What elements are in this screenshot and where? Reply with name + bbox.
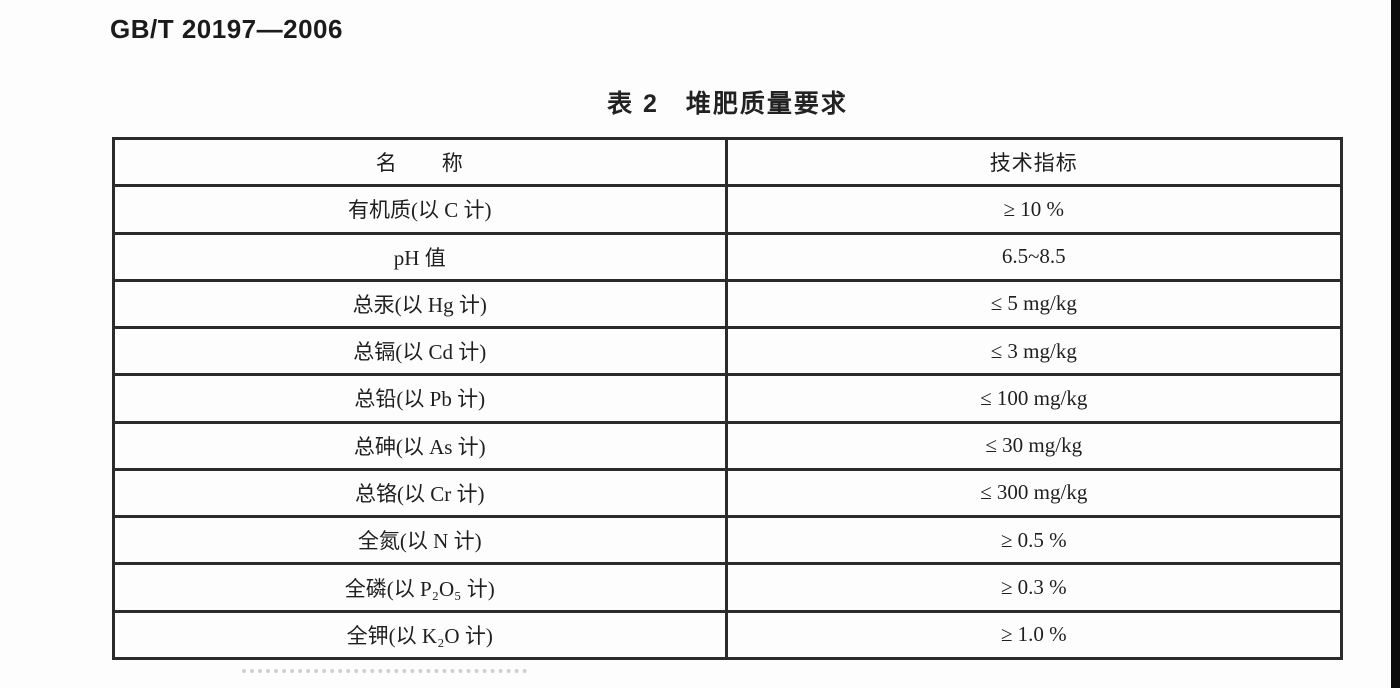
row-name-cell: 总铬(以 Cr 计) bbox=[115, 470, 728, 516]
table-row: 全磷(以 P₂O₅ 计) ≥ 0.3 % bbox=[115, 562, 1340, 610]
row-value-cell: ≥ 1.0 % bbox=[1000, 622, 1067, 647]
row-name-cell: 总汞(以 Hg 计) bbox=[115, 281, 728, 327]
row-value-cell: ≥ 0.3 % bbox=[1000, 575, 1067, 600]
column-header-indicator: 技术指标 bbox=[989, 151, 1078, 176]
table-row: 全氮(以 N 计) ≥ 0.5 % bbox=[115, 515, 1340, 563]
row-value-cell: ≥ 0.5 % bbox=[1000, 527, 1067, 552]
row-value-cell: ≤ 3 mg/kg bbox=[990, 338, 1077, 363]
table-header-row: 名 称 技术指标 bbox=[115, 140, 1340, 185]
table-row: 全钾(以 K₂O 计) ≥ 1.0 % bbox=[115, 609, 1340, 657]
row-name-cell: 全磷(以 P₂O₅ 计) bbox=[115, 565, 728, 610]
row-value-cell: ≤ 30 mg/kg bbox=[985, 433, 1083, 458]
table-row: 总镉(以 Cd 计) ≤ 3 mg/kg bbox=[115, 326, 1340, 374]
row-value-cell: ≤ 5 mg/kg bbox=[990, 291, 1077, 316]
row-value-cell: 6.5~8.5 bbox=[1001, 244, 1066, 269]
table-row: 总汞(以 Hg 计) ≤ 5 mg/kg bbox=[115, 278, 1340, 327]
row-name-cell: 全氮(以 N 计) bbox=[115, 518, 728, 563]
table-row: 总铅(以 Pb 计) ≤ 100 mg/kg bbox=[115, 373, 1340, 421]
table-row: 有机质(以 C 计) ≥ 10 % bbox=[115, 184, 1340, 232]
column-header-name: 名 称 bbox=[115, 140, 728, 185]
page-edge-bar bbox=[1391, 0, 1400, 688]
row-value-cell: ≥ 10 % bbox=[1003, 196, 1065, 221]
row-value-cell: ≤ 100 mg/kg bbox=[980, 385, 1088, 410]
row-value-cell: ≤ 300 mg/kg bbox=[980, 480, 1088, 505]
row-name-cell: 总镉(以 Cd 计) bbox=[115, 329, 728, 374]
row-name-cell: 有机质(以 C 计) bbox=[115, 187, 728, 232]
table-row: 总铬(以 Cr 计) ≤ 300 mg/kg bbox=[115, 467, 1340, 516]
standard-code: GB/T 20197—2006 bbox=[110, 14, 343, 44]
compost-quality-table: 名 称 技术指标 有机质(以 C 计) ≥ 10 % pH 值 6.5~8.5 … bbox=[112, 137, 1343, 660]
table-row: 总砷(以 As 计) ≤ 30 mg/kg bbox=[115, 420, 1340, 468]
row-name-cell: 总砷(以 As 计) bbox=[115, 423, 728, 468]
row-name-cell: 总铅(以 Pb 计) bbox=[115, 376, 728, 421]
scan-artifact bbox=[242, 669, 527, 673]
row-name-cell: pH 值 bbox=[115, 234, 728, 279]
table-row: pH 值 6.5~8.5 bbox=[115, 231, 1340, 279]
row-name-cell: 全钾(以 K₂O 计) bbox=[115, 612, 728, 657]
table-title: 表 2 堆肥质量要求 bbox=[607, 90, 848, 118]
